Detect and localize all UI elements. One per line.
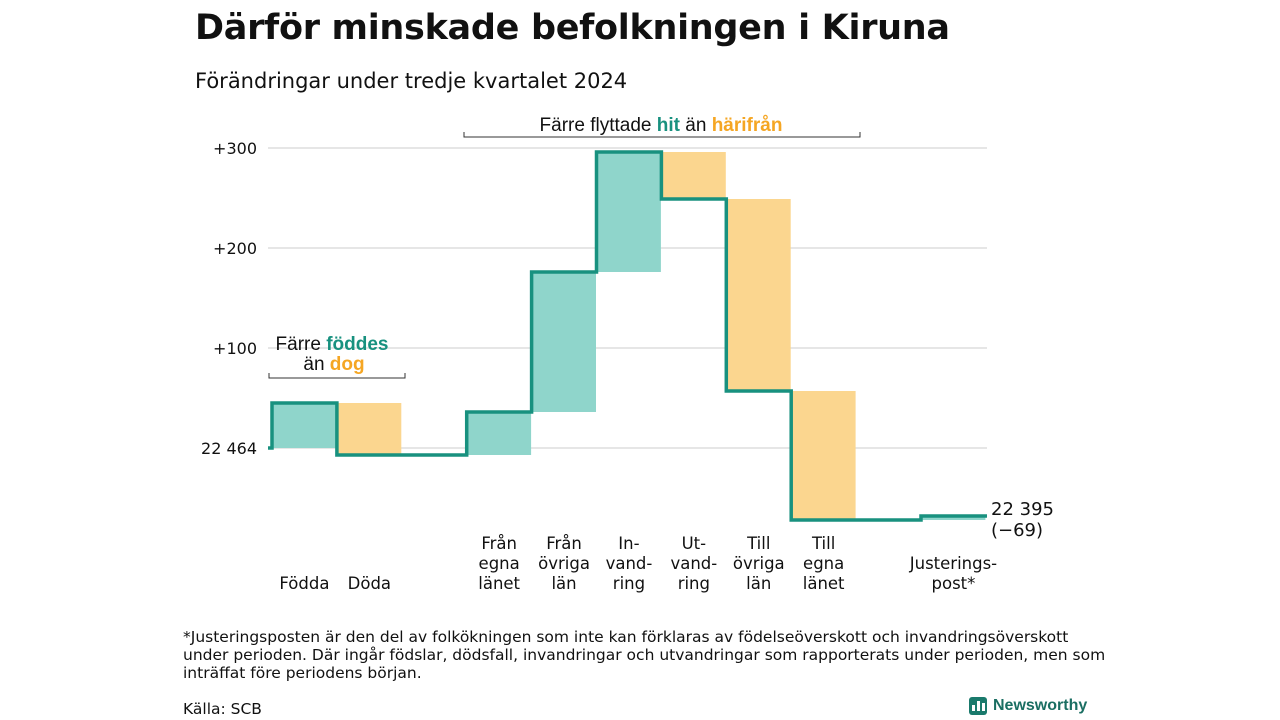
births-annotation: Färre föddes än dog [268, 334, 406, 379]
category-label: län [746, 574, 771, 593]
end-value-label: 22 395 [991, 499, 1054, 520]
category-label: Justerings- [909, 554, 997, 573]
category-label: vand- [606, 554, 653, 573]
increase-box [272, 403, 337, 448]
category-label: övriga [538, 554, 590, 573]
category-label: Till [811, 534, 835, 553]
chart-title: Därför minskade befolkningen i Kiruna [195, 8, 950, 48]
category-label: Döda [348, 574, 391, 593]
category-label: egna [803, 554, 844, 573]
decrease-box [726, 199, 791, 391]
category-label: Från [546, 534, 582, 553]
category-label: egna [479, 554, 520, 573]
category-label: län [551, 574, 576, 593]
decrease-box [791, 391, 856, 520]
brand-logo: Newsworthy [969, 697, 1087, 715]
births-annotation-line2: än dog [303, 354, 364, 375]
footnote: *Justeringsposten är den del av folkökni… [183, 628, 1106, 682]
category-label: länet [803, 574, 845, 593]
brand-name: Newsworthy [993, 697, 1088, 714]
births-annotation-line1: Färre föddes [276, 334, 389, 355]
category-label: Födda [279, 574, 329, 593]
decrease-box [661, 152, 726, 199]
start-value-label: 22 464 [201, 439, 257, 458]
category-label: ring [678, 574, 710, 593]
y-tick-label: +200 [213, 239, 257, 258]
bar-chart-icon [969, 697, 987, 715]
category-label: Till [746, 534, 770, 553]
category-label: övriga [733, 554, 785, 573]
increase-box [597, 152, 661, 272]
end-change-label: (−69) [991, 520, 1043, 541]
births-bracket [268, 373, 406, 379]
category-label: Från [481, 534, 517, 553]
chart-subtitle: Förändringar under tredje kvartalet 2024 [195, 69, 628, 93]
decrease-box [337, 403, 402, 455]
increase-box [467, 412, 532, 455]
category-label: ring [613, 574, 645, 593]
y-tick-label: +100 [213, 339, 257, 358]
category-label: länet [478, 574, 520, 593]
category-label: In- [618, 534, 639, 553]
y-tick-label: +300 [213, 139, 257, 158]
step-line-group [268, 150, 987, 522]
increase-box [532, 272, 596, 412]
change-boxes [272, 152, 986, 520]
source-note: Källa: SCB [183, 700, 262, 718]
migration-annotation-text: Färre flyttade hit än härifrån [540, 115, 783, 136]
migration-annotation: Färre flyttade hit än härifrån [463, 115, 861, 138]
cumulative-step-line [268, 150, 987, 522]
migration-bracket [463, 132, 861, 138]
category-label: Ut- [682, 534, 707, 553]
category-label: post* [932, 574, 976, 593]
increase-box [921, 516, 986, 520]
category-label: vand- [670, 554, 717, 573]
